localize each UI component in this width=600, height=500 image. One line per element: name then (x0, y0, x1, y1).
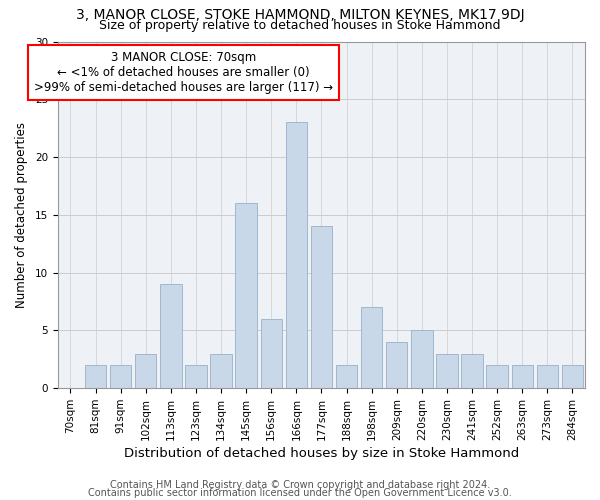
Bar (336, 365, 357, 388)
Bar (211, 354, 232, 388)
Bar (461, 354, 483, 388)
Bar (311, 226, 332, 388)
Text: Size of property relative to detached houses in Stoke Hammond: Size of property relative to detached ho… (99, 19, 501, 32)
Text: Contains public sector information licensed under the Open Government Licence v3: Contains public sector information licen… (88, 488, 512, 498)
Bar (487, 365, 508, 388)
Bar (361, 308, 382, 388)
Y-axis label: Number of detached properties: Number of detached properties (15, 122, 28, 308)
Bar (512, 365, 533, 388)
Bar (536, 365, 558, 388)
Bar (260, 319, 282, 388)
Bar (160, 284, 182, 388)
Text: 3, MANOR CLOSE, STOKE HAMMOND, MILTON KEYNES, MK17 9DJ: 3, MANOR CLOSE, STOKE HAMMOND, MILTON KE… (76, 8, 524, 22)
Text: Contains HM Land Registry data © Crown copyright and database right 2024.: Contains HM Land Registry data © Crown c… (110, 480, 490, 490)
Bar (185, 365, 206, 388)
Bar (110, 365, 131, 388)
Bar (85, 365, 106, 388)
Bar (386, 342, 407, 388)
Bar (235, 204, 257, 388)
Bar (436, 354, 458, 388)
Bar (135, 354, 157, 388)
Bar (562, 365, 583, 388)
Text: 3 MANOR CLOSE: 70sqm
← <1% of detached houses are smaller (0)
>99% of semi-detac: 3 MANOR CLOSE: 70sqm ← <1% of detached h… (34, 50, 333, 94)
Bar (286, 122, 307, 388)
X-axis label: Distribution of detached houses by size in Stoke Hammond: Distribution of detached houses by size … (124, 447, 519, 460)
Bar (411, 330, 433, 388)
